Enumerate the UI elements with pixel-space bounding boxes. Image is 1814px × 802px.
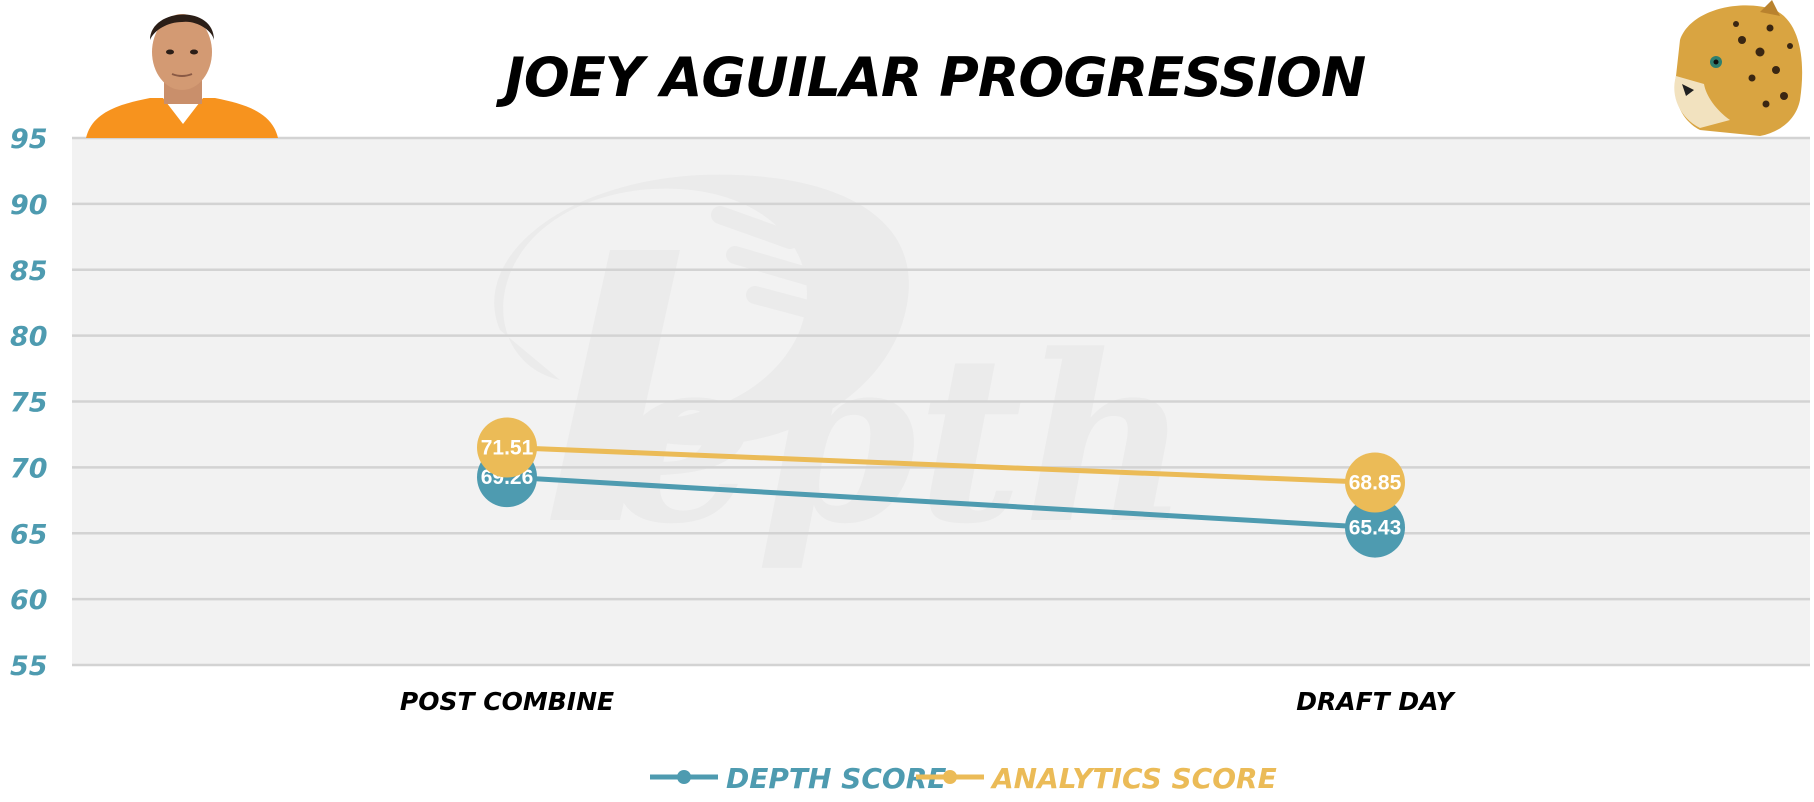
y-tick-label: 70 (10, 453, 48, 484)
x-category-label: POST COMBINE (400, 687, 614, 716)
y-tick-label: 80 (10, 322, 48, 353)
series-line-analytics (504, 444, 1378, 486)
series-line-depth (504, 474, 1378, 531)
y-tick-label: 55 (10, 651, 48, 682)
player-headshot-icon (86, 14, 278, 138)
gridlines (72, 136, 1810, 667)
x-axis-categories: POST COMBINE DRAFT DAY (400, 687, 1457, 716)
legend-item-analytics: ANALYTICS SCORE (916, 762, 1277, 795)
data-point-analytics (1345, 452, 1405, 513)
data-label-analytics: 71.51 (481, 436, 534, 459)
data-point-depth (1345, 497, 1405, 558)
legend-label-depth: DEPTH SCORE (726, 762, 946, 795)
y-axis-ticks: 95 90 85 80 75 70 65 60 55 (10, 124, 48, 682)
chart-title: JOEY AGUILAR PROGRESSION (496, 46, 1366, 109)
data-label-depth: 65.43 (1349, 517, 1402, 540)
legend: DEPTH SCORE ANALYTICS SCORE (650, 762, 1277, 795)
y-tick-label: 90 (10, 190, 48, 221)
data-label-analytics: 68.85 (1349, 472, 1402, 495)
x-category-label: DRAFT DAY (1296, 687, 1456, 716)
legend-item-depth: DEPTH SCORE (650, 762, 946, 795)
y-tick-label: 85 (10, 256, 48, 287)
legend-label-analytics: ANALYTICS SCORE (990, 762, 1277, 795)
data-point-analytics (477, 417, 537, 478)
jaguar-logo-icon (1674, 0, 1803, 137)
svg-text:epth: epth (610, 305, 1191, 575)
y-tick-label: 95 (10, 124, 48, 155)
y-tick-label: 65 (10, 519, 48, 550)
y-tick-label: 60 (10, 585, 48, 616)
y-tick-label: 75 (10, 388, 48, 419)
